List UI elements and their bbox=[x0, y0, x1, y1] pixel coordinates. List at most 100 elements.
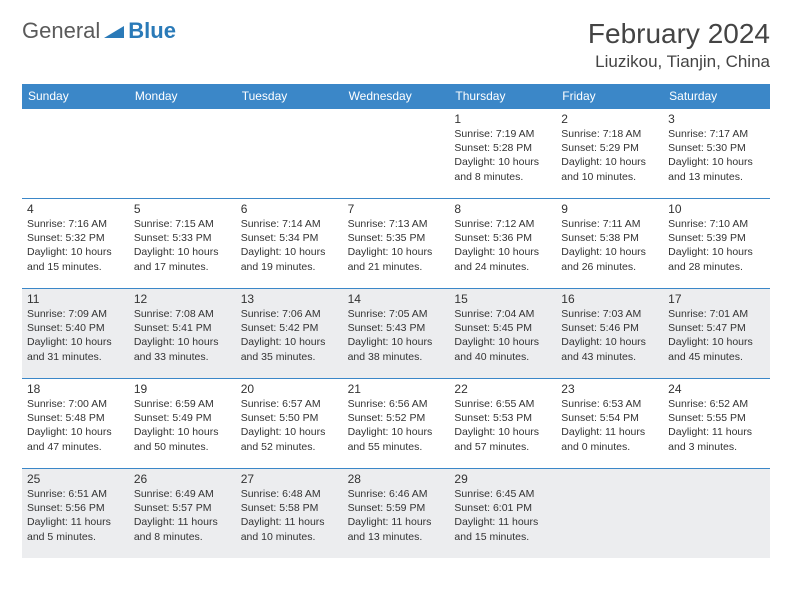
day-info: Sunrise: 6:55 AMSunset: 5:53 PMDaylight:… bbox=[454, 397, 551, 454]
calendar-day-cell: 5Sunrise: 7:15 AMSunset: 5:33 PMDaylight… bbox=[129, 198, 236, 288]
calendar-day-cell: 3Sunrise: 7:17 AMSunset: 5:30 PMDaylight… bbox=[663, 108, 770, 198]
calendar-day-cell: 9Sunrise: 7:11 AMSunset: 5:38 PMDaylight… bbox=[556, 198, 663, 288]
calendar-empty-cell bbox=[343, 108, 450, 198]
day-number: 23 bbox=[561, 382, 658, 396]
day-info: Sunrise: 7:19 AMSunset: 5:28 PMDaylight:… bbox=[454, 127, 551, 184]
title-block: February 2024 Liuzikou, Tianjin, China bbox=[588, 18, 770, 72]
calendar-day-cell: 8Sunrise: 7:12 AMSunset: 5:36 PMDaylight… bbox=[449, 198, 556, 288]
day-number: 25 bbox=[27, 472, 124, 486]
day-info: Sunrise: 7:14 AMSunset: 5:34 PMDaylight:… bbox=[241, 217, 338, 274]
calendar-day-cell: 7Sunrise: 7:13 AMSunset: 5:35 PMDaylight… bbox=[343, 198, 450, 288]
calendar-day-cell: 16Sunrise: 7:03 AMSunset: 5:46 PMDayligh… bbox=[556, 288, 663, 378]
day-number: 15 bbox=[454, 292, 551, 306]
calendar-day-cell: 6Sunrise: 7:14 AMSunset: 5:34 PMDaylight… bbox=[236, 198, 343, 288]
day-info: Sunrise: 7:01 AMSunset: 5:47 PMDaylight:… bbox=[668, 307, 765, 364]
day-info: Sunrise: 7:08 AMSunset: 5:41 PMDaylight:… bbox=[134, 307, 231, 364]
calendar-day-cell: 14Sunrise: 7:05 AMSunset: 5:43 PMDayligh… bbox=[343, 288, 450, 378]
day-number: 2 bbox=[561, 112, 658, 126]
day-info: Sunrise: 7:03 AMSunset: 5:46 PMDaylight:… bbox=[561, 307, 658, 364]
brand-triangle-icon bbox=[104, 24, 124, 38]
day-number: 24 bbox=[668, 382, 765, 396]
calendar-day-cell: 13Sunrise: 7:06 AMSunset: 5:42 PMDayligh… bbox=[236, 288, 343, 378]
day-number: 26 bbox=[134, 472, 231, 486]
calendar-day-cell: 23Sunrise: 6:53 AMSunset: 5:54 PMDayligh… bbox=[556, 378, 663, 468]
day-info: Sunrise: 6:46 AMSunset: 5:59 PMDaylight:… bbox=[348, 487, 445, 544]
day-info: Sunrise: 7:18 AMSunset: 5:29 PMDaylight:… bbox=[561, 127, 658, 184]
day-number: 16 bbox=[561, 292, 658, 306]
day-number: 6 bbox=[241, 202, 338, 216]
weekday-header: Saturday bbox=[663, 84, 770, 108]
day-info: Sunrise: 7:10 AMSunset: 5:39 PMDaylight:… bbox=[668, 217, 765, 274]
day-number: 21 bbox=[348, 382, 445, 396]
calendar-header-row: SundayMondayTuesdayWednesdayThursdayFrid… bbox=[22, 84, 770, 108]
brand-logo: General Blue bbox=[22, 18, 176, 44]
brand-text-1: General bbox=[22, 18, 100, 44]
day-info: Sunrise: 6:59 AMSunset: 5:49 PMDaylight:… bbox=[134, 397, 231, 454]
day-info: Sunrise: 7:04 AMSunset: 5:45 PMDaylight:… bbox=[454, 307, 551, 364]
day-number: 27 bbox=[241, 472, 338, 486]
calendar-day-cell: 25Sunrise: 6:51 AMSunset: 5:56 PMDayligh… bbox=[22, 468, 129, 558]
calendar-day-cell: 10Sunrise: 7:10 AMSunset: 5:39 PMDayligh… bbox=[663, 198, 770, 288]
day-number: 13 bbox=[241, 292, 338, 306]
day-info: Sunrise: 7:00 AMSunset: 5:48 PMDaylight:… bbox=[27, 397, 124, 454]
weekday-header: Monday bbox=[129, 84, 236, 108]
calendar-day-cell: 19Sunrise: 6:59 AMSunset: 5:49 PMDayligh… bbox=[129, 378, 236, 468]
calendar-day-cell: 27Sunrise: 6:48 AMSunset: 5:58 PMDayligh… bbox=[236, 468, 343, 558]
day-info: Sunrise: 6:53 AMSunset: 5:54 PMDaylight:… bbox=[561, 397, 658, 454]
calendar-day-cell: 4Sunrise: 7:16 AMSunset: 5:32 PMDaylight… bbox=[22, 198, 129, 288]
calendar-day-cell: 22Sunrise: 6:55 AMSunset: 5:53 PMDayligh… bbox=[449, 378, 556, 468]
day-info: Sunrise: 7:17 AMSunset: 5:30 PMDaylight:… bbox=[668, 127, 765, 184]
weekday-header: Tuesday bbox=[236, 84, 343, 108]
calendar-day-cell: 2Sunrise: 7:18 AMSunset: 5:29 PMDaylight… bbox=[556, 108, 663, 198]
calendar-day-cell: 20Sunrise: 6:57 AMSunset: 5:50 PMDayligh… bbox=[236, 378, 343, 468]
day-number: 20 bbox=[241, 382, 338, 396]
day-number: 8 bbox=[454, 202, 551, 216]
day-info: Sunrise: 6:49 AMSunset: 5:57 PMDaylight:… bbox=[134, 487, 231, 544]
weekday-header: Thursday bbox=[449, 84, 556, 108]
day-info: Sunrise: 7:13 AMSunset: 5:35 PMDaylight:… bbox=[348, 217, 445, 274]
calendar-empty-cell bbox=[556, 468, 663, 558]
day-number: 18 bbox=[27, 382, 124, 396]
calendar-day-cell: 12Sunrise: 7:08 AMSunset: 5:41 PMDayligh… bbox=[129, 288, 236, 378]
day-number: 19 bbox=[134, 382, 231, 396]
day-number: 4 bbox=[27, 202, 124, 216]
day-info: Sunrise: 6:51 AMSunset: 5:56 PMDaylight:… bbox=[27, 487, 124, 544]
calendar-day-cell: 17Sunrise: 7:01 AMSunset: 5:47 PMDayligh… bbox=[663, 288, 770, 378]
day-info: Sunrise: 7:09 AMSunset: 5:40 PMDaylight:… bbox=[27, 307, 124, 364]
day-number: 5 bbox=[134, 202, 231, 216]
day-info: Sunrise: 6:45 AMSunset: 6:01 PMDaylight:… bbox=[454, 487, 551, 544]
calendar-day-cell: 18Sunrise: 7:00 AMSunset: 5:48 PMDayligh… bbox=[22, 378, 129, 468]
calendar-empty-cell bbox=[22, 108, 129, 198]
calendar-day-cell: 26Sunrise: 6:49 AMSunset: 5:57 PMDayligh… bbox=[129, 468, 236, 558]
day-number: 12 bbox=[134, 292, 231, 306]
day-number: 3 bbox=[668, 112, 765, 126]
calendar-empty-cell bbox=[663, 468, 770, 558]
day-number: 22 bbox=[454, 382, 551, 396]
day-info: Sunrise: 7:15 AMSunset: 5:33 PMDaylight:… bbox=[134, 217, 231, 274]
brand-text-2: Blue bbox=[128, 18, 176, 44]
calendar-grid: 1Sunrise: 7:19 AMSunset: 5:28 PMDaylight… bbox=[22, 108, 770, 558]
calendar-day-cell: 29Sunrise: 6:45 AMSunset: 6:01 PMDayligh… bbox=[449, 468, 556, 558]
day-number: 10 bbox=[668, 202, 765, 216]
day-info: Sunrise: 6:57 AMSunset: 5:50 PMDaylight:… bbox=[241, 397, 338, 454]
day-number: 17 bbox=[668, 292, 765, 306]
calendar-empty-cell bbox=[129, 108, 236, 198]
weekday-header: Friday bbox=[556, 84, 663, 108]
weekday-header: Sunday bbox=[22, 84, 129, 108]
day-number: 7 bbox=[348, 202, 445, 216]
day-info: Sunrise: 7:12 AMSunset: 5:36 PMDaylight:… bbox=[454, 217, 551, 274]
month-year: February 2024 bbox=[588, 18, 770, 50]
day-number: 14 bbox=[348, 292, 445, 306]
day-number: 1 bbox=[454, 112, 551, 126]
calendar-day-cell: 11Sunrise: 7:09 AMSunset: 5:40 PMDayligh… bbox=[22, 288, 129, 378]
calendar-day-cell: 21Sunrise: 6:56 AMSunset: 5:52 PMDayligh… bbox=[343, 378, 450, 468]
day-info: Sunrise: 6:48 AMSunset: 5:58 PMDaylight:… bbox=[241, 487, 338, 544]
calendar-empty-cell bbox=[236, 108, 343, 198]
weekday-header: Wednesday bbox=[343, 84, 450, 108]
day-number: 29 bbox=[454, 472, 551, 486]
day-info: Sunrise: 6:52 AMSunset: 5:55 PMDaylight:… bbox=[668, 397, 765, 454]
calendar-day-cell: 24Sunrise: 6:52 AMSunset: 5:55 PMDayligh… bbox=[663, 378, 770, 468]
day-info: Sunrise: 7:11 AMSunset: 5:38 PMDaylight:… bbox=[561, 217, 658, 274]
location: Liuzikou, Tianjin, China bbox=[588, 52, 770, 72]
calendar-day-cell: 28Sunrise: 6:46 AMSunset: 5:59 PMDayligh… bbox=[343, 468, 450, 558]
